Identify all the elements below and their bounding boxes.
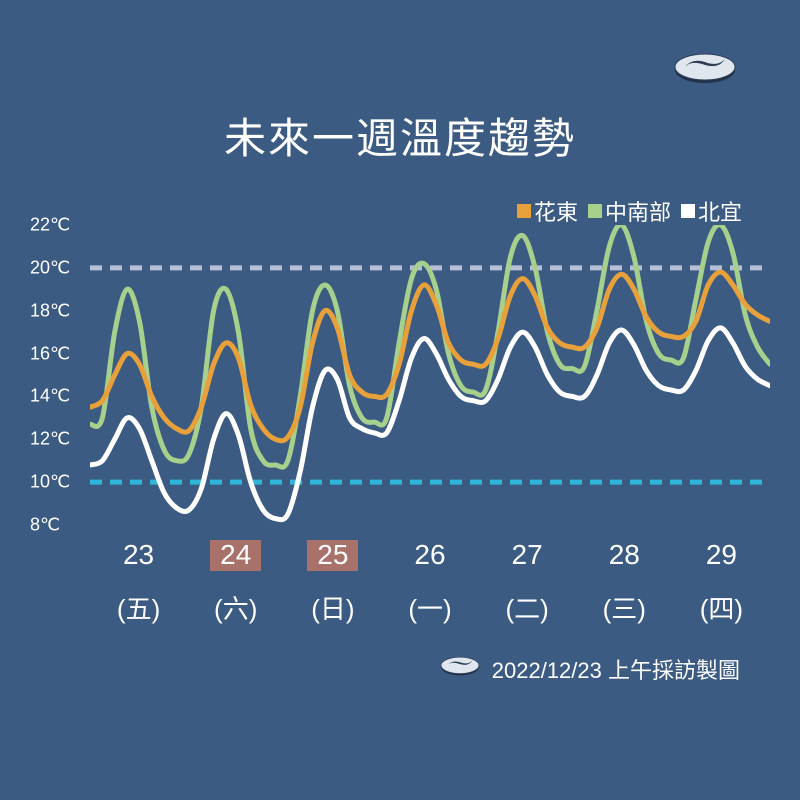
legend-label: 北宜: [698, 195, 742, 227]
footer-text: 2022/12/23 上午採訪製圖: [492, 653, 740, 685]
x-tick: 29 (四): [673, 540, 770, 626]
x-tick: 28 (三): [576, 540, 673, 626]
footer: 2022/12/23 上午採訪製圖: [438, 653, 740, 685]
cwb-logo-icon: [438, 654, 482, 684]
x-tick-dow: (六): [187, 589, 284, 626]
x-tick-dow: (日): [284, 589, 381, 626]
x-tick-dow: (三): [576, 589, 673, 626]
x-tick: 25 (日): [284, 540, 381, 626]
x-tick-dow: (二): [479, 589, 576, 626]
legend-swatch: [681, 204, 695, 218]
legend-item: 中南部: [588, 195, 671, 227]
legend-item: 北宜: [681, 195, 742, 227]
x-tick-day: 28: [576, 540, 673, 571]
legend-label: 中南部: [605, 195, 671, 227]
x-tick: 27 (二): [479, 540, 576, 626]
x-axis: 23 (五)24 (六)25 (日)26 (一)27 (二)28 (三)29 (四): [90, 540, 770, 626]
legend: 花東 中南部 北宜: [517, 195, 742, 227]
x-tick-dow: (一): [381, 589, 478, 626]
y-tick-label: 8℃: [30, 515, 85, 536]
y-tick-label: 12℃: [30, 429, 85, 450]
y-tick-label: 14℃: [30, 386, 85, 407]
x-tick-day: 24: [187, 540, 284, 571]
line-chart: [90, 225, 770, 525]
legend-swatch: [517, 204, 531, 218]
x-tick-day: 27: [479, 540, 576, 571]
legend-item: 花東: [517, 195, 578, 227]
chart-area: 8℃10℃12℃14℃16℃18℃20℃22℃: [30, 225, 770, 535]
x-tick-dow: (五): [90, 589, 187, 626]
y-tick-label: 20℃: [30, 257, 85, 278]
cwb-logo-icon: [670, 50, 740, 91]
x-tick-dow: (四): [673, 589, 770, 626]
x-tick: 26 (一): [381, 540, 478, 626]
x-tick-day: 25: [284, 540, 381, 571]
x-tick-day: 29: [673, 540, 770, 571]
legend-swatch: [588, 204, 602, 218]
series-line: [90, 272, 770, 441]
y-tick-label: 10℃: [30, 472, 85, 493]
plot-area: [90, 225, 770, 525]
x-tick-day: 26: [381, 540, 478, 571]
weather-chart-card: 未來一週溫度趨勢 花東 中南部 北宜 8℃ 10℃ 12℃ 14℃ 16℃ 18℃ 20℃ 2…: [0, 0, 800, 800]
x-tick-day: 23: [90, 540, 187, 571]
x-tick: 24 (六): [187, 540, 284, 626]
y-tick-label: 22℃: [30, 215, 85, 236]
chart-title: 未來一週溫度趨勢: [0, 105, 800, 166]
y-tick-label: 18℃: [30, 300, 85, 321]
x-tick: 23 (五): [90, 540, 187, 626]
y-tick-label: 16℃: [30, 343, 85, 364]
legend-label: 花東: [534, 195, 578, 227]
